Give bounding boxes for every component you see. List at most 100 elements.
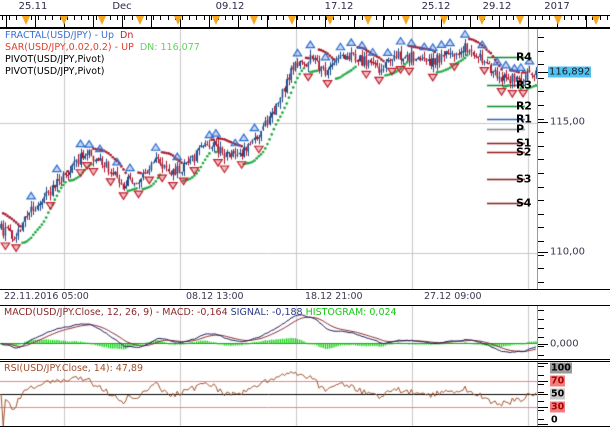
rsi-axis-separator bbox=[537, 362, 538, 426]
macd-legend-dash: - bbox=[152, 307, 163, 318]
price-axis-tick bbox=[538, 214, 544, 215]
macd-legend-signal: SIGNAL: -0,188 bbox=[230, 307, 303, 318]
macd-pane[interactable]: 0,000 MACD(USD/JPY.Close, 12, 26, 9) - M… bbox=[0, 305, 610, 360]
date-marker-9[interactable] bbox=[364, 16, 372, 25]
ruler-tick-major bbox=[354, 16, 355, 27]
sar-legend: SAR(USD/JPY,0.02,0.2) - UP DN: 116,077 bbox=[5, 42, 200, 53]
ruler-tick bbox=[376, 16, 377, 20]
ruler-tick bbox=[549, 16, 550, 20]
date-marker-11[interactable] bbox=[440, 16, 448, 25]
ruler-tick bbox=[2, 16, 3, 20]
ruler-tick bbox=[312, 16, 313, 20]
rsi-axis-tick bbox=[538, 419, 544, 420]
price-axis-tick bbox=[538, 241, 544, 242]
date-marker-10[interactable] bbox=[402, 16, 410, 25]
macd-zero-tick bbox=[538, 344, 548, 345]
price-axis-tick bbox=[538, 268, 544, 269]
ruler-tick bbox=[578, 16, 579, 20]
rsi-axis[interactable]: 100 70 50 30 0 bbox=[538, 362, 610, 426]
rsi-plot-area[interactable] bbox=[0, 362, 537, 426]
ruler-tick bbox=[225, 16, 226, 20]
ruler-tick bbox=[571, 16, 572, 20]
ruler-tick bbox=[506, 16, 507, 20]
rsi-axis-tick bbox=[538, 401, 544, 402]
rsi-canvas bbox=[0, 362, 537, 426]
ruler-tick bbox=[276, 16, 277, 20]
ruler-tick bbox=[16, 16, 17, 20]
time-label-2: 18.12 21:00 bbox=[305, 291, 363, 302]
date-marker-6[interactable] bbox=[250, 16, 258, 25]
date-label-1: Dec bbox=[112, 1, 132, 12]
price-axis-tick bbox=[538, 227, 544, 228]
date-marker-7[interactable] bbox=[288, 16, 296, 25]
price-axis[interactable]: 115,00 110,00 116,892 bbox=[538, 29, 610, 289]
price-plot-area[interactable] bbox=[0, 29, 537, 289]
price-axis-tick bbox=[538, 37, 544, 38]
price-axis-tick bbox=[538, 146, 544, 147]
ruler-tick bbox=[247, 16, 248, 20]
ruler-tick-major bbox=[325, 16, 326, 27]
sar-legend-up: UP bbox=[121, 42, 134, 53]
macd-axis-tick bbox=[538, 355, 544, 356]
date-marker-14[interactable] bbox=[554, 16, 562, 25]
sar-legend-name: SAR(USD/JPY,0.02,0.2) bbox=[5, 42, 112, 53]
ruler-tick-major bbox=[383, 16, 384, 27]
ruler-tick-major bbox=[151, 16, 152, 27]
price-axis-tick bbox=[538, 51, 544, 52]
time-axis: 22.11.2016 05:00 08.12 13:00 18.12 21:00 27… bbox=[0, 290, 610, 305]
ruler-tick bbox=[232, 16, 233, 20]
ruler-tick bbox=[160, 16, 161, 20]
rsi-axis-tick bbox=[538, 410, 544, 411]
ruler-tick bbox=[196, 16, 197, 20]
date-ruler[interactable]: 25.11 Dec 09.12 17.12 25.12 29.12 2017 bbox=[0, 0, 610, 28]
pivot-label-r1: R1 bbox=[516, 112, 532, 126]
pivot-label-r4: R4 bbox=[516, 50, 532, 64]
current-price-tag[interactable]: 116,892 bbox=[548, 66, 592, 78]
time-label-3: 27.12 09:00 bbox=[424, 291, 482, 302]
fractal-legend-name: FRACTAL(USD/JPY) bbox=[5, 30, 92, 41]
date-marker-2[interactable] bbox=[98, 16, 106, 25]
rsi-pane[interactable]: 100 70 50 30 0 RSI(USD/JPY.Close, 14): 47,89 bbox=[0, 361, 610, 427]
ruler-tick bbox=[448, 16, 449, 20]
ruler-tick bbox=[189, 16, 190, 20]
date-marker-12[interactable] bbox=[478, 16, 486, 25]
date-marker-8[interactable] bbox=[326, 16, 334, 25]
date-marker-3[interactable] bbox=[136, 16, 144, 25]
sar-legend-dn: DN: 116,077 bbox=[139, 42, 200, 53]
macd-axis[interactable]: 0,000 bbox=[538, 306, 610, 359]
ruler-tick bbox=[427, 16, 428, 20]
macd-axis-tick bbox=[538, 310, 544, 311]
pivot-label-r3: R3 bbox=[516, 78, 532, 92]
date-marker-1[interactable] bbox=[60, 16, 68, 25]
rsi-axis-tick-major bbox=[538, 381, 548, 382]
pivot-label-s4: S4 bbox=[516, 196, 532, 210]
date-marker-5[interactable] bbox=[212, 16, 220, 25]
date-marker-15[interactable] bbox=[592, 16, 600, 25]
ruler-tick bbox=[477, 16, 478, 20]
ruler-tick bbox=[81, 16, 82, 20]
date-label-5: 29.12 bbox=[482, 1, 512, 12]
date-marker-4[interactable] bbox=[174, 16, 182, 25]
ruler-tick bbox=[38, 16, 39, 20]
ruler-tick bbox=[88, 16, 89, 20]
price-pane[interactable]: R4 R3 R2 R1 P S1 S2 S3 S4 115,00 110,00 116,892 bbox=[0, 28, 610, 290]
date-label-6: 2017 bbox=[544, 1, 570, 12]
macd-plot-area[interactable] bbox=[0, 306, 537, 359]
price-axis-tick bbox=[538, 255, 544, 256]
time-label-0: 22.11.2016 05:00 bbox=[4, 291, 89, 302]
price-axis-tick bbox=[538, 91, 544, 92]
ruler-tick-major bbox=[470, 16, 471, 27]
price-axis-label-115: 115,00 bbox=[550, 116, 585, 128]
price-axis-tick bbox=[538, 173, 544, 174]
price-axis-tick bbox=[538, 132, 544, 133]
date-ruler-ticks bbox=[0, 15, 610, 28]
ruler-tick-major bbox=[296, 16, 297, 27]
ruler-tick bbox=[96, 16, 97, 20]
price-candlestick-canvas bbox=[0, 29, 537, 289]
rsi-axis-label-30: 30 bbox=[550, 401, 566, 413]
date-marker-13[interactable] bbox=[516, 16, 524, 25]
time-label-1: 08.12 13:00 bbox=[186, 291, 244, 302]
date-marker-0[interactable] bbox=[22, 16, 30, 25]
price-axis-tick bbox=[538, 200, 544, 201]
